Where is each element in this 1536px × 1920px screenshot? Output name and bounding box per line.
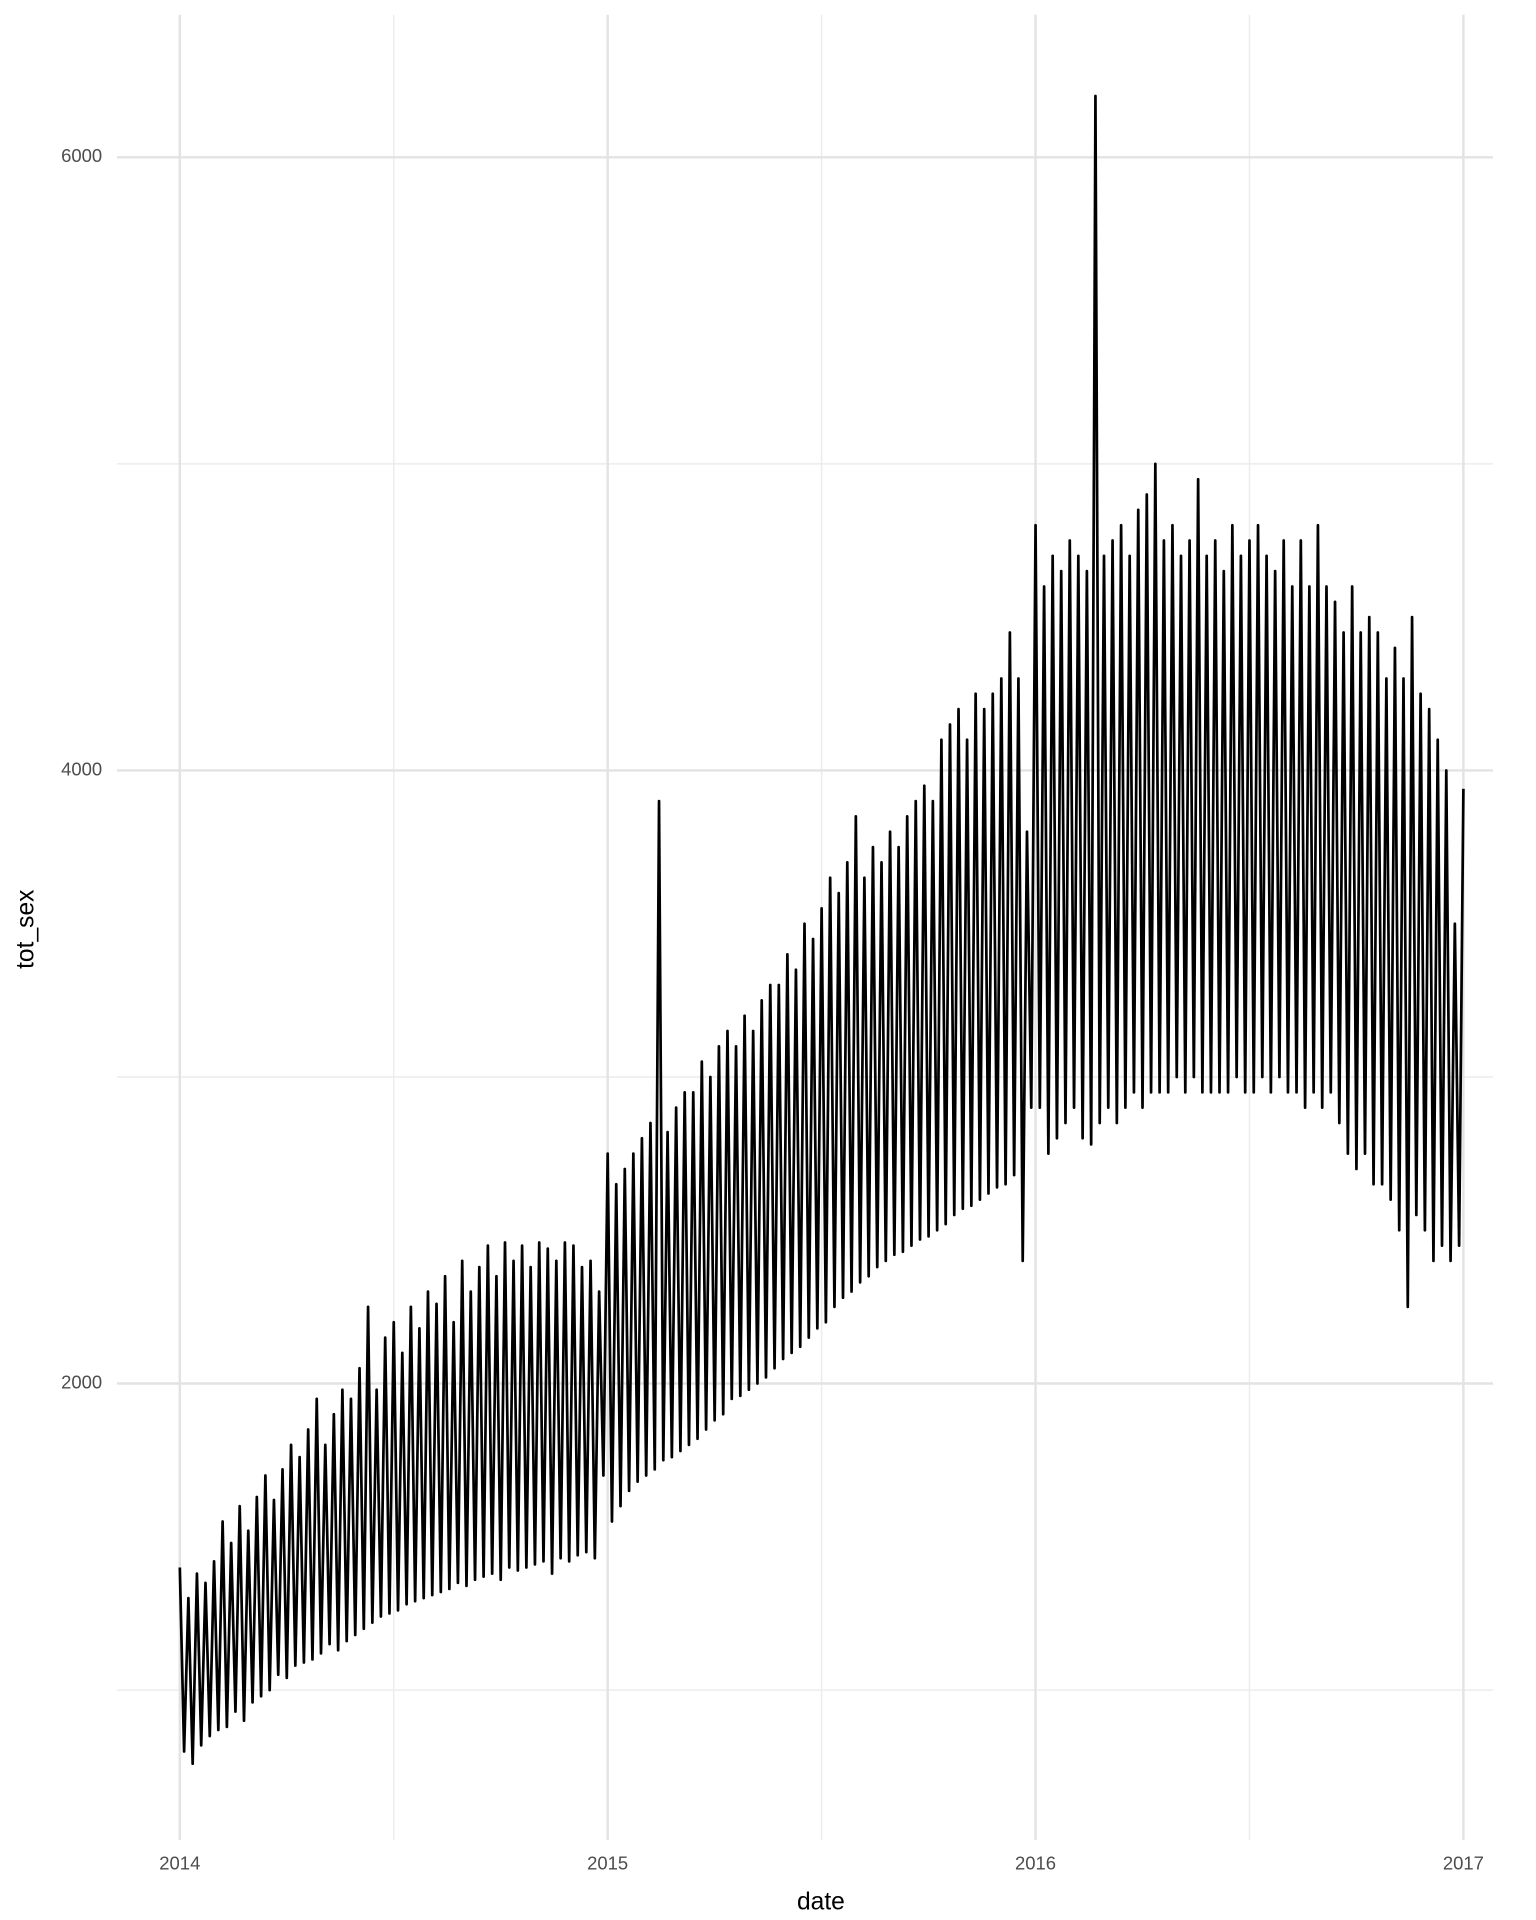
x-tick-label: 2015 [587,1852,628,1873]
x-tick-label: 2016 [1015,1852,1056,1873]
y-axis-title: tot_sex [13,889,40,969]
data-line [178,94,1465,1766]
x-axis-title: date [797,1888,845,1915]
y-tick-label: 4000 [61,758,102,779]
y-tick-label: 2000 [61,1371,102,1392]
y-tick-label: 6000 [61,145,102,166]
x-tick-label: 2014 [159,1852,200,1873]
x-tick-label: 2017 [1443,1852,1484,1873]
